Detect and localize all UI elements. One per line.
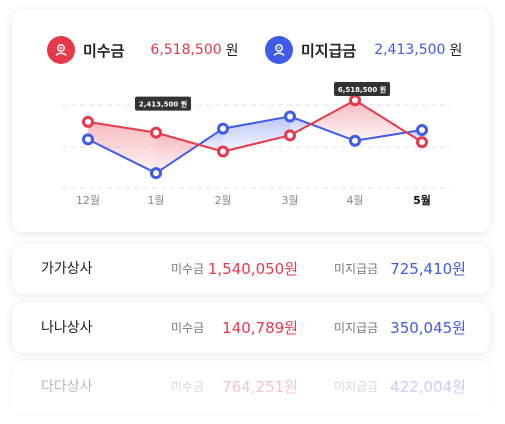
unpaid-amount: 422,004원 — [390, 378, 466, 396]
receivable-area — [88, 121, 156, 174]
list-item[interactable]: 나나상사 미수금 140,789원 미지급금 350,045원 — [12, 303, 490, 353]
list-item[interactable]: 다다상사 미수금 764,251원 미지급금 422,004원 — [12, 362, 490, 412]
legend-unpaid-unit: 원 — [449, 43, 463, 59]
legend-receivable-value: 6,518,500 — [150, 42, 222, 58]
legend-unpaid-label: 미지급금 — [301, 41, 357, 60]
tooltip-box — [135, 96, 191, 111]
receivable-point — [150, 126, 162, 139]
unpaid-point — [217, 122, 229, 135]
unpaid-label: 미지급금 — [334, 321, 379, 335]
company-name: 나나상사 — [41, 320, 93, 336]
receivable-point — [349, 94, 361, 107]
receivable-amount: 140,789원 — [222, 319, 298, 337]
receivable-point — [82, 115, 94, 128]
legend-receivable-label: 미수금 — [83, 41, 125, 60]
list-item[interactable]: 가가상사 미수금 1,540,050원 미지급금 725,410원 — [12, 244, 490, 294]
unpaid-label: 미지급금 — [334, 262, 379, 276]
company-name: 다다상사 — [41, 379, 93, 395]
unpaid-area — [223, 116, 290, 152]
receivable-label: 미수금 — [171, 321, 205, 335]
receivable-area — [310, 100, 355, 141]
receivable-point — [217, 145, 229, 158]
legend-receivable-unit: 원 — [225, 43, 239, 59]
x-tick-label: 1월 — [147, 194, 164, 207]
unpaid-point — [150, 167, 162, 180]
receivable-amount: 1,540,050원 — [207, 260, 298, 278]
receivable-label: 미수금 — [171, 380, 205, 394]
unpaid-point — [416, 123, 428, 136]
x-tick-label: 12월 — [76, 194, 100, 207]
unpaid-point — [284, 110, 296, 123]
unpaid-label: 미지급금 — [334, 380, 379, 394]
receivable-point — [284, 129, 296, 142]
line-chart: 2,413,500 원 6,518,500 원 12월 1월 2월 3월 4월 5월 — [62, 82, 450, 207]
unpaid-point — [82, 133, 94, 146]
tooltip-text: 2,413,500 원 — [139, 100, 187, 109]
unpaid-icon — [265, 36, 293, 64]
x-tick-label: 5월 — [413, 193, 431, 207]
receivable-label: 미수금 — [171, 262, 205, 276]
receivable-area — [156, 132, 199, 174]
legend-unpaid-value: 2,413,500 — [374, 42, 446, 58]
unpaid-area — [290, 116, 311, 136]
unpaid-point — [349, 134, 361, 147]
company-name: 가가상사 — [41, 261, 93, 277]
receivable-amount: 764,251원 — [222, 378, 298, 396]
x-tick-label: 3월 — [281, 194, 298, 207]
receivable-icon — [47, 36, 75, 64]
unpaid-amount: 725,410원 — [390, 260, 466, 278]
receivable-area — [355, 100, 407, 141]
legend-unpaid: 미지급금 2,413,500 원 — [265, 36, 462, 64]
tooltip-box — [334, 82, 390, 96]
legend-receivable: 미수금 6,518,500 원 — [47, 36, 239, 64]
unpaid-series-line — [87, 115, 423, 175]
tooltip-text: 6,518,500 원 — [338, 85, 386, 94]
summary-chart-card: 미수금 6,518,500 원 미지급금 2,413,500 원 2,413,5… — [12, 10, 490, 232]
x-tick-label: 4월 — [346, 194, 363, 207]
unpaid-amount: 350,045원 — [390, 319, 466, 337]
receivable-point — [416, 136, 428, 149]
receivable-series-line — [87, 99, 423, 153]
x-tick-label: 2월 — [214, 194, 231, 207]
